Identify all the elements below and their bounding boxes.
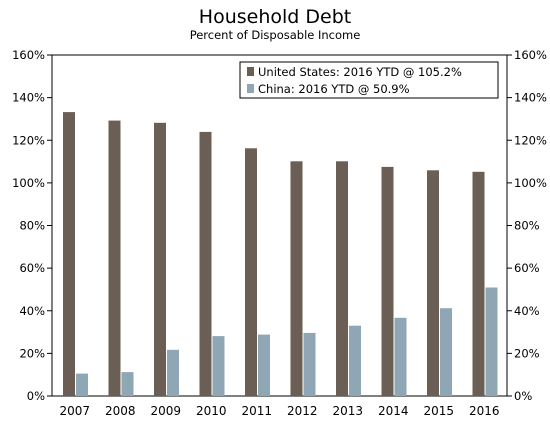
bar-china-2011 [258, 334, 270, 396]
bar-united-states-2011 [245, 148, 257, 396]
bar-china-2007 [76, 373, 88, 396]
y-tick-label-right: 20% [514, 346, 540, 360]
bar-united-states-2010 [199, 131, 212, 396]
bar-united-states-2014 [381, 166, 394, 396]
y-tick-label-left: 40% [19, 304, 45, 318]
legend-label-china: China: 2016 YTD @ 50.9% [258, 82, 410, 96]
y-tick-label-right: 80% [514, 219, 540, 233]
bar-united-states-2016 [472, 171, 485, 396]
x-tick-label-2007: 2007 [60, 404, 91, 418]
x-tick-label-2009: 2009 [151, 404, 182, 418]
y-tick-label-left: 0% [27, 389, 45, 403]
x-tick-label-2014: 2014 [378, 404, 409, 418]
legend-swatch-united-states [247, 67, 254, 76]
y-tick-label-right: 40% [514, 304, 540, 318]
y-tick-label-right: 120% [514, 133, 547, 147]
legend-label-united-states: United States: 2016 YTD @ 105.2% [258, 65, 462, 79]
x-tick-label-2016: 2016 [469, 404, 500, 418]
x-tick-label-2010: 2010 [196, 404, 227, 418]
bars [63, 112, 498, 397]
chart-subtitle: Percent of Disposable Income [190, 28, 361, 42]
bar-china-2010 [212, 336, 225, 396]
bar-china-2013 [349, 325, 361, 396]
bar-united-states-2012 [290, 161, 303, 396]
y-tick-label-left: 60% [19, 261, 45, 275]
y-tick-label-right: 60% [514, 261, 540, 275]
bar-china-2015 [440, 308, 452, 396]
y-tick-label-left: 120% [12, 133, 45, 147]
y-tick-label-right: 160% [514, 48, 547, 62]
bar-united-states-2007 [63, 112, 75, 396]
legend-frame [239, 61, 499, 99]
bar-united-states-2008 [108, 120, 121, 396]
y-tick-label-left: 140% [12, 91, 45, 105]
bar-china-2008 [121, 372, 134, 396]
y-tick-label-right: 0% [514, 389, 532, 403]
y-tick-label-left: 20% [19, 346, 45, 360]
bar-united-states-2015 [427, 170, 439, 396]
x-tick-label-2013: 2013 [333, 404, 364, 418]
bar-china-2009 [167, 349, 179, 396]
legend-swatch-china [247, 84, 254, 93]
bar-china-2012 [303, 332, 316, 396]
bar-united-states-2013 [336, 161, 348, 396]
x-tick-label-2012: 2012 [287, 404, 318, 418]
chart-title: Household Debt [199, 6, 351, 28]
x-tick-label-2011: 2011 [242, 404, 273, 418]
y-tick-label-right: 140% [514, 91, 547, 105]
bar-china-2014 [394, 317, 407, 396]
bar-china-2016 [485, 287, 498, 396]
bar-united-states-2009 [154, 122, 166, 397]
x-tick-label-2008: 2008 [105, 404, 136, 418]
y-tick-label-right: 100% [514, 176, 547, 190]
y-tick-label-left: 100% [12, 176, 45, 190]
axes: 0% 0% 20% 20% 40% 40% 60% 60% 80% 80% 100% 100% 120%… [12, 48, 547, 418]
y-tick-label-left: 80% [19, 219, 45, 233]
y-tick-label-left: 160% [12, 48, 45, 62]
legend: United States: 2016 YTD @ 105.2% China: … [239, 61, 499, 99]
x-tick-label-2015: 2015 [424, 404, 455, 418]
